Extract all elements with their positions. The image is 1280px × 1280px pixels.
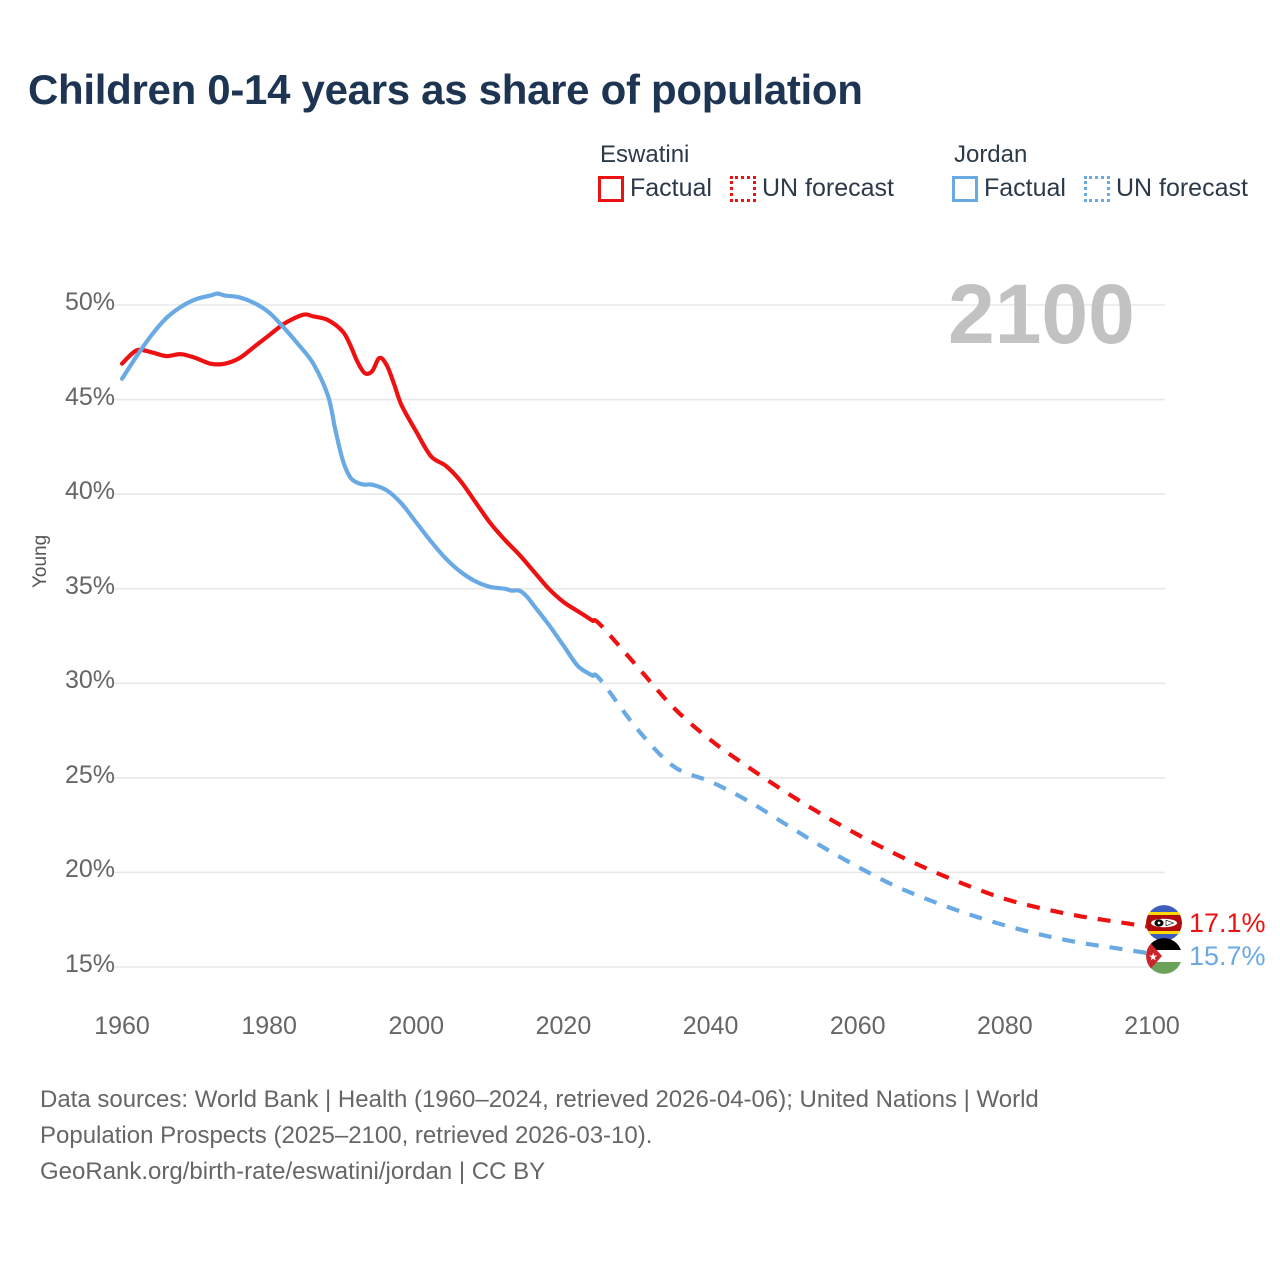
line-eswatini-forecast <box>591 618 1153 930</box>
x-tick-label: 1960 <box>94 1012 150 1040</box>
y-tick-label: 40% <box>64 477 115 506</box>
line-jordan-factual <box>119 291 595 678</box>
y-tick-label: 30% <box>64 666 115 695</box>
chart-svg <box>114 291 1165 968</box>
footer-sources: Data sources: World Bank | Health (1960–… <box>40 1082 1190 1190</box>
y-tick-label: 15% <box>64 950 115 978</box>
legend-swatch-solid-red-icon <box>598 175 624 202</box>
footer-line-1: Data sources: World Bank | Health (1960–… <box>40 1086 1039 1113</box>
legend-country-jordan: Jordan <box>953 141 1028 168</box>
footer-line-3: GeoRank.org/birth-rate/eswatini/jordan |… <box>40 1158 546 1185</box>
plot-area: Young 15% 20% 25% 30% 35% 40% 45% 50% 1960 1980 2… <box>30 267 1266 1040</box>
eswatini-end-value: 17.1% <box>1189 907 1266 938</box>
y-tick-label: 35% <box>64 571 115 600</box>
legend-group-jordan: Jordan Factual UN forecast <box>951 141 1248 203</box>
eswatini-end-label: 17.1% <box>1146 905 1266 941</box>
legend-item-eswatini-factual[interactable]: Factual <box>598 174 712 203</box>
legend-swatch-dotted-red-icon <box>729 175 756 202</box>
legend-label-eswatini-forecast: UN forecast <box>761 174 894 203</box>
page-title: Children 0-14 years as share of populati… <box>28 66 863 113</box>
legend-items-eswatini: Factual UN forecast <box>598 174 894 203</box>
legend-label-jordan-forecast: UN forecast <box>1115 174 1248 203</box>
jordan-end-value: 15.7% <box>1189 940 1266 971</box>
chart-legend: Eswatini Factual UN forecast Jordan Fact… <box>598 141 1248 203</box>
y-tick-label: 45% <box>64 382 115 411</box>
x-tick-label: 2100 <box>1124 1012 1180 1040</box>
jordan-end-label: 15.7% <box>1146 938 1266 974</box>
x-tick-label: 2000 <box>388 1012 445 1040</box>
legend-swatch-dotted-blue-icon <box>1083 175 1110 202</box>
legend-swatch-solid-blue-icon <box>951 175 978 202</box>
x-tick-label: 1980 <box>241 1012 297 1040</box>
line-jordan-forecast <box>591 672 1153 956</box>
watermark-year: 2100 <box>948 267 1135 361</box>
legend-country-eswatini: Eswatini <box>600 141 690 168</box>
x-tick-label: 2040 <box>682 1012 739 1040</box>
y-tick-label: 20% <box>64 855 115 884</box>
y-tick-label: 50% <box>64 288 115 316</box>
x-tick-label: 2060 <box>829 1012 886 1040</box>
legend-item-jordan-factual[interactable]: Factual <box>951 174 1066 203</box>
x-tick-label: 2020 <box>535 1012 592 1040</box>
legend-label-jordan-factual: Factual <box>983 174 1066 203</box>
y-tick-label: 25% <box>64 760 115 789</box>
eswatini-flag-icon <box>1146 905 1182 941</box>
series-eswatini <box>119 312 1153 930</box>
footer-line-2: Population Prospects (2025–2100, retriev… <box>40 1122 653 1149</box>
legend-items-jordan: Factual UN forecast <box>951 174 1248 203</box>
gridlines <box>114 304 1165 968</box>
legend-label-eswatini-factual: Factual <box>630 174 712 203</box>
jordan-flag-icon <box>1146 938 1182 974</box>
legend-item-eswatini-forecast[interactable]: UN forecast <box>729 174 894 203</box>
line-eswatini-factual <box>119 312 595 623</box>
legend-item-jordan-forecast[interactable]: UN forecast <box>1083 174 1248 203</box>
legend-group-eswatini: Eswatini Factual UN forecast <box>598 141 894 203</box>
x-tick-label: 2080 <box>977 1012 1033 1040</box>
series-jordan <box>119 291 1153 956</box>
